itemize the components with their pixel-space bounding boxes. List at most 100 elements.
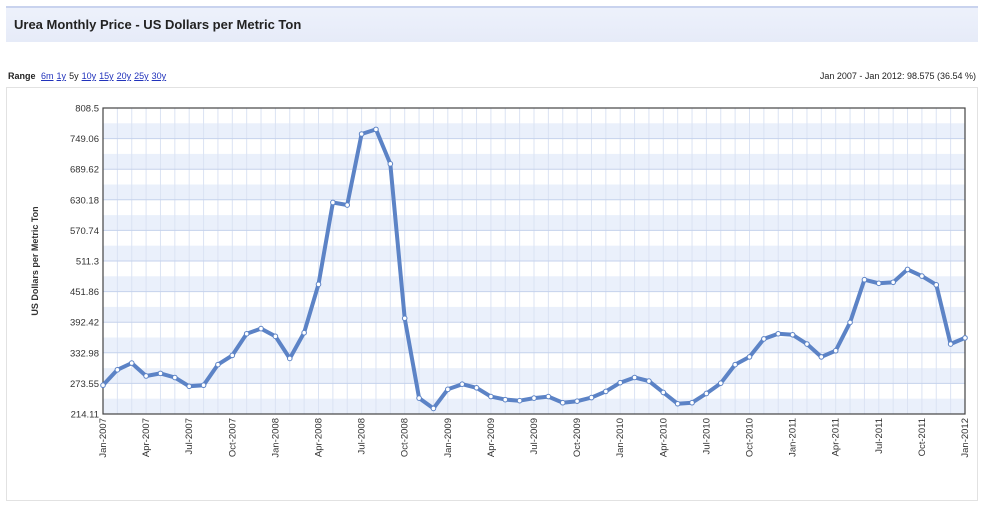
x-tick-label: Apr-2009 [486,418,497,457]
data-point [488,393,494,400]
data-point [157,370,164,377]
data-point [200,382,207,389]
x-tick-label: Apr-2008 [314,418,325,457]
page-title: Urea Monthly Price - US Dollars per Metr… [14,17,302,32]
data-point [689,399,695,406]
data-point [732,361,738,368]
data-point [315,281,322,288]
x-tick-label: Oct-2010 [745,418,756,457]
x-tick-label: Jan-2012 [960,418,971,458]
data-point [660,389,667,396]
data-point [473,385,480,391]
data-point [502,396,509,403]
data-point [775,330,782,337]
range-summary: Jan 2007 - Jan 2012: 98.575 (36.54 %) [819,71,976,81]
data-point [286,355,293,362]
data-point [545,393,552,400]
data-point [890,279,896,286]
data-point [588,394,595,401]
data-point [574,398,580,404]
y-tick-label: 332.98 [70,348,99,359]
data-point [947,341,954,347]
range-option-5y: 5y [69,71,79,81]
x-tick-label: Jul-2010 [701,418,712,454]
data-point [387,161,394,167]
data-point [272,333,279,340]
y-tick-label: 392.42 [70,318,99,329]
data-point [847,319,853,326]
data-point [933,282,940,288]
data-point [172,374,178,381]
data-point [114,366,121,373]
chart-frame [6,87,978,501]
y-axis-title: US Dollars per Metric Ton [30,206,40,315]
y-tick-label: 273.55 [70,379,99,390]
data-point [617,379,624,386]
plot-border [102,107,966,415]
data-point [919,273,925,279]
x-tick-label: Oct-2008 [400,418,411,457]
x-tick-label: Jul-2009 [529,418,540,454]
y-tick-label: 630.18 [70,195,99,206]
data-point [243,330,250,337]
data-point [703,390,710,397]
range-option-15y[interactable]: 15y [99,71,114,81]
data-point [674,400,681,407]
range-selector: Range 6m 1y 5y 10y 15y 20y 25y 30y [8,71,169,81]
data-point [603,388,609,395]
range-option-1y[interactable]: 1y [56,71,67,81]
data-point [761,336,767,342]
range-option-6m[interactable]: 6m [41,71,54,81]
data-point [330,199,336,206]
data-point [186,383,192,390]
x-tick-label: Apr-2011 [831,418,842,456]
data-point [804,341,810,347]
x-tick-label: Jan-2009 [443,418,454,458]
data-point [789,331,796,338]
data-point [904,266,911,273]
x-tick-label: Jan-2008 [270,418,281,458]
x-tick-label: Jul-2011 [874,418,885,454]
data-point [373,126,379,133]
x-tick-label: Jan-2010 [615,418,626,458]
data-point [358,131,365,137]
x-tick-label: Oct-2009 [572,418,583,457]
data-point [401,315,408,322]
data-point [215,361,221,368]
data-point [962,335,968,341]
data-point [100,382,106,389]
y-tick-label: 749.06 [70,134,99,145]
range-option-10y[interactable]: 10y [81,71,97,81]
data-point [128,360,135,366]
y-tick-label: 511.3 [76,257,99,268]
range-option-25y[interactable]: 25y [134,71,149,81]
data-point [559,399,566,406]
y-tick-label: 689.62 [70,165,99,176]
y-tick-label: 808.5 [75,104,99,115]
range-label: Range [8,71,36,81]
data-point [631,374,638,381]
y-tick-label: 570.74 [70,226,99,237]
x-tick-label: Jan-2007 [98,418,109,458]
data-point [445,386,451,393]
x-tick-label: Oct-2007 [227,418,238,457]
data-point [258,325,264,332]
data-point [229,352,236,359]
data-point [746,354,753,360]
data-point [516,397,523,404]
data-point [459,381,465,387]
x-tick-label: Oct-2011 [917,418,928,456]
x-tick-label: Apr-2010 [658,418,669,457]
data-point [344,202,351,208]
range-option-30y[interactable]: 30y [151,71,167,81]
data-point [876,280,882,287]
title-bar: Urea Monthly Price - US Dollars per Metr… [6,6,978,42]
range-option-20y[interactable]: 20y [116,71,132,81]
x-tick-label: Jul-2007 [184,418,195,454]
data-point [430,405,437,412]
data-point [717,380,724,386]
x-tick-label: Jan-2011 [788,418,799,457]
data-point [531,395,537,401]
y-tick-label: 451.86 [70,287,99,298]
